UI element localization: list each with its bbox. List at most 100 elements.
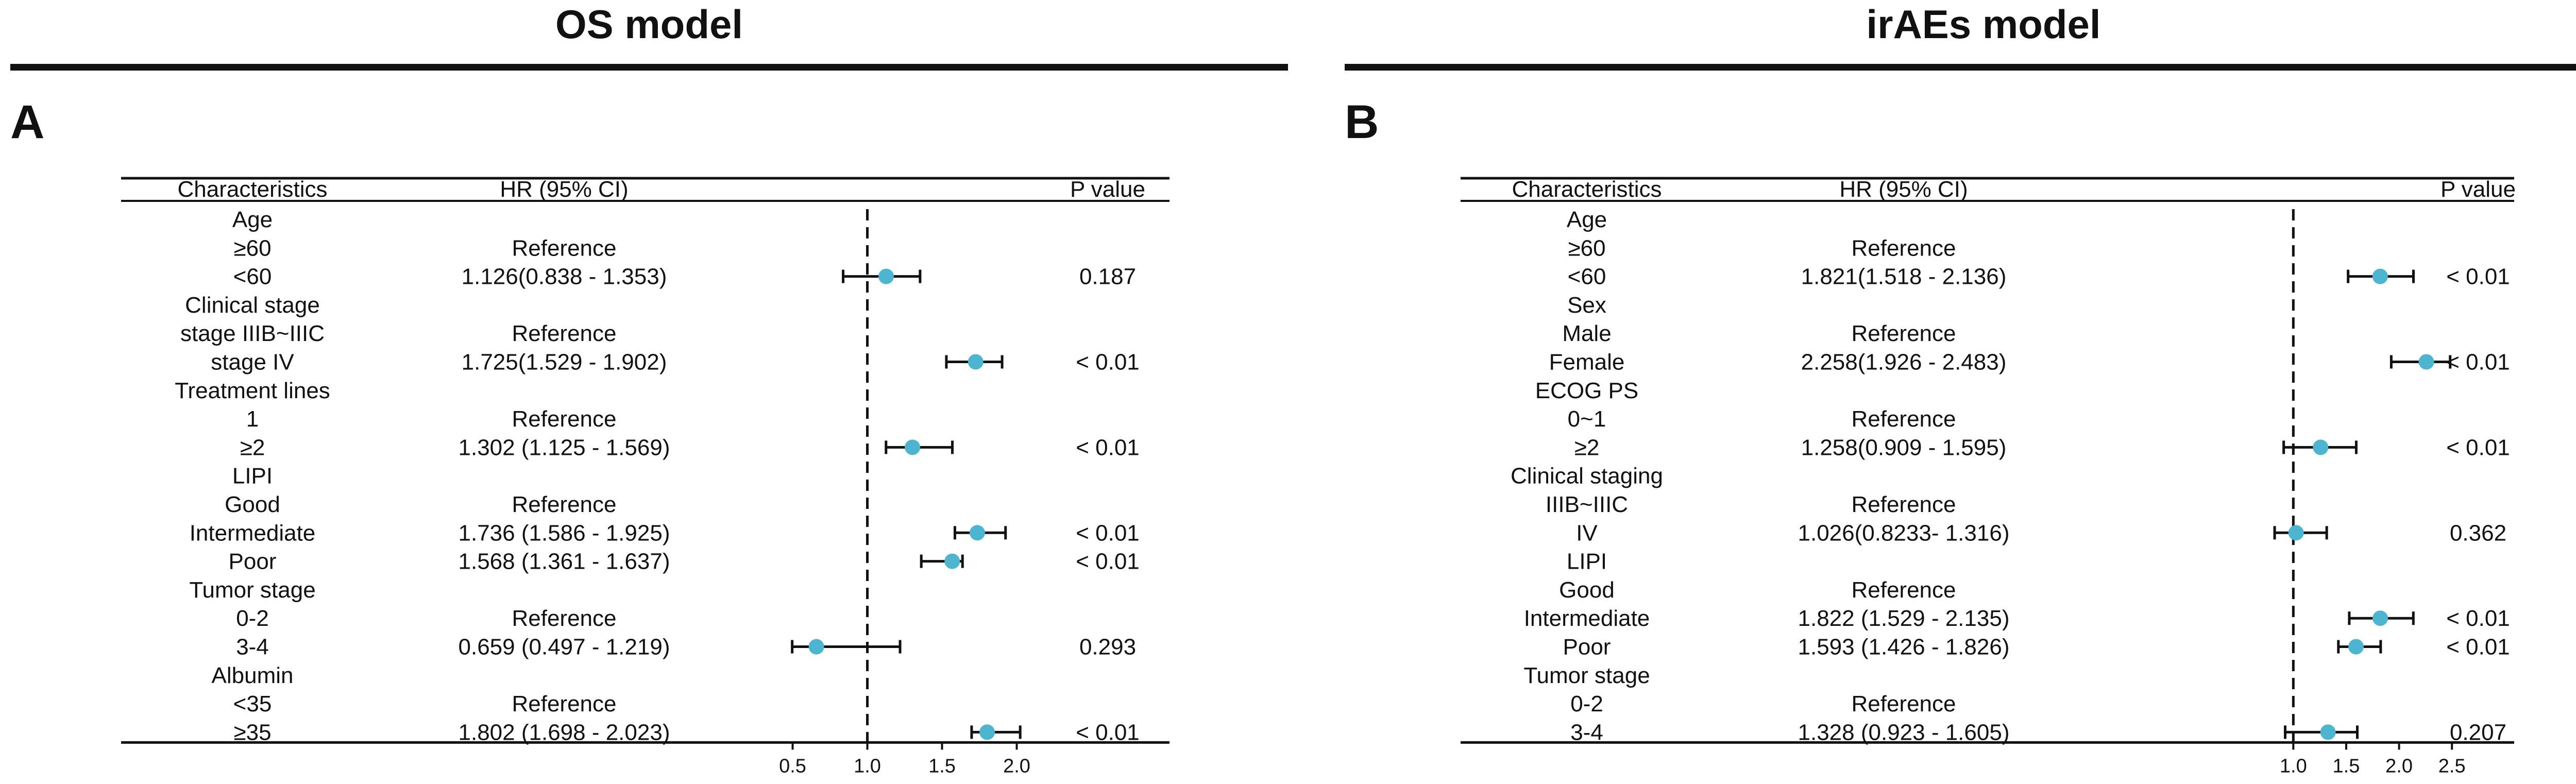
row-label: Good (225, 492, 280, 517)
row-label: LIPI (1567, 549, 1607, 574)
row-hr-text: 1.822 (1.529 - 2.135) (1798, 606, 2010, 631)
row-label: ≥2 (1574, 435, 1600, 460)
row-label: ≥60 (233, 235, 271, 261)
header-p-value: P value (2441, 177, 2516, 202)
row-hr-text: 1.328 (0.923 - 1.605) (1798, 720, 2010, 745)
header-characteristics: Characteristics (178, 177, 328, 202)
row-label: stage IIIB~IIIC (180, 321, 325, 346)
row-hr-text: Reference (1851, 235, 1956, 261)
row-p-value: < 0.01 (2446, 435, 2510, 460)
x-tick-label: 2.0 (1003, 755, 1030, 777)
header-p-value: P value (1070, 177, 1145, 202)
row-hr-text: Reference (1851, 577, 1956, 603)
row-hr-text: Reference (1851, 691, 1956, 717)
header-hr: HR (95% CI) (1839, 177, 1968, 202)
row-hr-text: 1.593 (1.426 - 1.826) (1798, 635, 2010, 660)
row-label: 0-2 (1570, 691, 1603, 717)
row-p-value: < 0.01 (1076, 549, 1140, 574)
irae-model-panel: irAEs model B Characteristics HR (95% CI)… (1345, 0, 2576, 784)
row-label: LIPI (232, 464, 273, 489)
row-p-value: < 0.01 (2446, 350, 2510, 375)
row-label: Tumor stage (1523, 663, 1650, 688)
row-p-value: < 0.01 (1076, 350, 1140, 375)
panel-label-a: A (10, 96, 45, 148)
irae-title-rule (1345, 64, 2576, 71)
row-p-value: < 0.01 (2446, 606, 2510, 631)
row-hr-text: 1.736 (1.586 - 1.925) (459, 520, 670, 546)
x-tick-label: 1.0 (2280, 755, 2307, 777)
row-hr-text: 1.026(0.8233- 1.316) (1798, 520, 2010, 546)
hr-point (808, 639, 824, 655)
row-label: IV (1576, 520, 1598, 546)
hr-point (878, 268, 894, 284)
row-label: 3-4 (236, 635, 269, 660)
header-characteristics: Characteristics (1512, 177, 1662, 202)
row-p-value: 0.187 (1079, 264, 1136, 289)
row-hr-text: 1.821(1.518 - 2.136) (1801, 264, 2007, 289)
row-p-value: < 0.01 (2446, 635, 2510, 660)
row-hr-text: Reference (1851, 321, 1956, 346)
row-hr-text: Reference (1851, 492, 1956, 517)
row-label: Clinical staging (1511, 464, 1663, 489)
row-label: ≥35 (233, 720, 271, 745)
row-label: Treatment lines (175, 378, 330, 403)
row-label: IIIB~IIIC (1546, 492, 1628, 517)
hr-point (2372, 610, 2388, 626)
x-tick-label: 0.5 (779, 755, 806, 777)
hr-point (905, 439, 921, 455)
x-tick-label: 1.0 (854, 755, 881, 777)
row-p-value: 0.207 (2450, 720, 2506, 745)
row-p-value: < 0.01 (2446, 264, 2510, 289)
row-label: stage IV (211, 350, 294, 375)
row-p-value: 0.362 (2450, 520, 2506, 546)
x-tick-label: 2.0 (2385, 755, 2413, 777)
row-label: Female (1549, 350, 1625, 375)
row-hr-text: 1.568 (1.361 - 1.637) (459, 549, 670, 574)
os-model-panel: OS model A Characteristics HR (95% CI) P v… (10, 0, 1298, 784)
row-hr-text: 2.258(1.926 - 2.483) (1801, 350, 2007, 375)
row-hr-text: Reference (512, 321, 616, 346)
row-label: <60 (1568, 264, 1606, 289)
hr-point (979, 724, 995, 740)
row-p-value: < 0.01 (1076, 520, 1140, 546)
os-model-title: OS model (555, 2, 743, 47)
row-label: Age (1567, 207, 1607, 232)
row-p-value: 0.293 (1079, 635, 1136, 660)
hr-point (2320, 724, 2336, 740)
row-label: <35 (233, 691, 272, 717)
row-label: Intermediate (190, 520, 316, 546)
row-hr-text: Reference (512, 691, 616, 717)
row-hr-text: 1.258(0.909 - 1.595) (1801, 435, 2007, 460)
row-label: Good (1559, 577, 1615, 603)
row-label: ≥2 (240, 435, 265, 460)
row-hr-text: 1.725(1.529 - 1.902) (462, 350, 667, 375)
row-hr-text: 1.302 (1.125 - 1.569) (459, 435, 670, 460)
hr-point (944, 553, 960, 569)
hr-point (2418, 354, 2434, 370)
x-tick-label: 1.5 (2333, 755, 2360, 777)
row-label: 0~1 (1568, 406, 1606, 432)
x-tick-label: 2.5 (2438, 755, 2466, 777)
row-label: <60 (233, 264, 272, 289)
row-label: Sex (1567, 293, 1606, 318)
row-hr-text: Reference (512, 235, 616, 261)
row-label: ≥60 (1568, 235, 1605, 261)
row-label: ECOG PS (1535, 378, 1639, 403)
hr-point (2288, 525, 2304, 541)
os-forest-plot: Characteristics HR (95% CI) P value Age ≥60 R… (121, 177, 1170, 777)
row-label: Clinical stage (185, 293, 320, 318)
row-label: Intermediate (1524, 606, 1650, 631)
row-label: Tumor stage (189, 577, 315, 603)
row-hr-text: Reference (512, 492, 616, 517)
hr-point (2313, 439, 2329, 455)
row-hr-text: Reference (512, 606, 616, 631)
panel-label-b: B (1345, 96, 1379, 148)
row-label: Albumin (212, 663, 294, 688)
row-label: 1 (246, 406, 259, 432)
hr-point (2348, 639, 2364, 655)
hr-point (2372, 268, 2388, 284)
row-label: Male (1562, 321, 1611, 346)
irae-model-title: irAEs model (1866, 2, 2101, 47)
hr-point (969, 525, 985, 541)
hr-point (968, 354, 984, 370)
